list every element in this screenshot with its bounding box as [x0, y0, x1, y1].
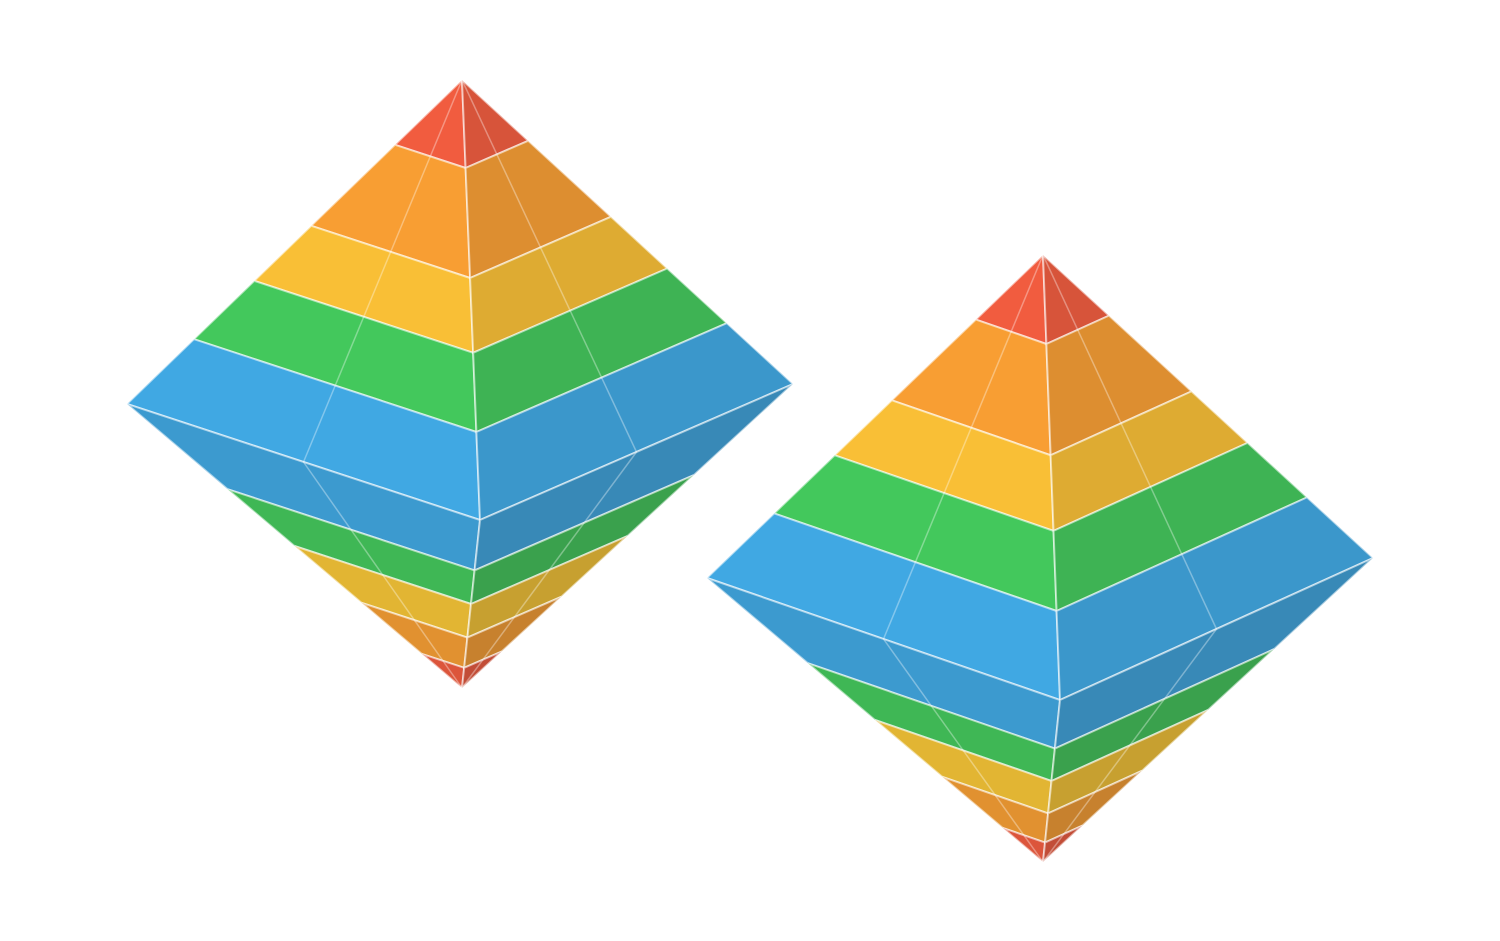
facet-ridge	[943, 427, 972, 494]
layer-lower-right-4	[1041, 824, 1084, 865]
facet-ridge	[461, 79, 498, 155]
facet-ridge	[442, 660, 463, 689]
facet-ridge	[1010, 254, 1044, 333]
facet-ridge	[1120, 422, 1152, 488]
facet-ridge	[389, 156, 431, 253]
facet-ridge	[302, 385, 336, 463]
facet-ridge	[382, 574, 416, 621]
facet-ridge	[600, 377, 638, 453]
facet-ridge	[1129, 698, 1166, 746]
facet-ridge	[461, 659, 484, 689]
facet-ridge	[994, 794, 1025, 836]
facet-ridge	[1063, 791, 1096, 835]
facet-ridge	[1163, 628, 1218, 700]
facet-ridge	[1023, 834, 1044, 863]
facet-ridge	[496, 154, 542, 248]
facet-ridge	[1042, 833, 1065, 863]
facet-ridge	[970, 331, 1012, 429]
octahedron-right	[705, 252, 1375, 865]
facet-ridge	[1149, 486, 1183, 555]
facet-ridge	[334, 316, 365, 386]
facet-ridge	[413, 619, 444, 662]
facet-ridge	[914, 492, 945, 563]
facet-ridge	[513, 569, 550, 618]
facet-ridge	[1077, 329, 1122, 424]
facet-ridge	[583, 451, 638, 524]
facet-ridge	[962, 750, 996, 796]
facet-ridge	[930, 705, 964, 751]
facet-ridge	[302, 461, 352, 531]
facet-ridge	[539, 247, 571, 311]
facet-ridge	[350, 529, 384, 576]
facet-ridge	[882, 561, 917, 640]
facet-ridge	[429, 79, 463, 157]
facet-ridge	[569, 310, 603, 378]
facet-ridge	[482, 616, 515, 661]
octahedron-left	[125, 77, 795, 691]
facet-ridge	[363, 251, 392, 318]
facet-ridge	[1181, 553, 1218, 630]
facet-ridge	[1094, 745, 1131, 793]
layer-lower-right-4	[460, 650, 503, 691]
facet-ridge	[548, 522, 585, 571]
facet-ridge	[882, 638, 932, 707]
facet-ridge	[1042, 254, 1079, 331]
